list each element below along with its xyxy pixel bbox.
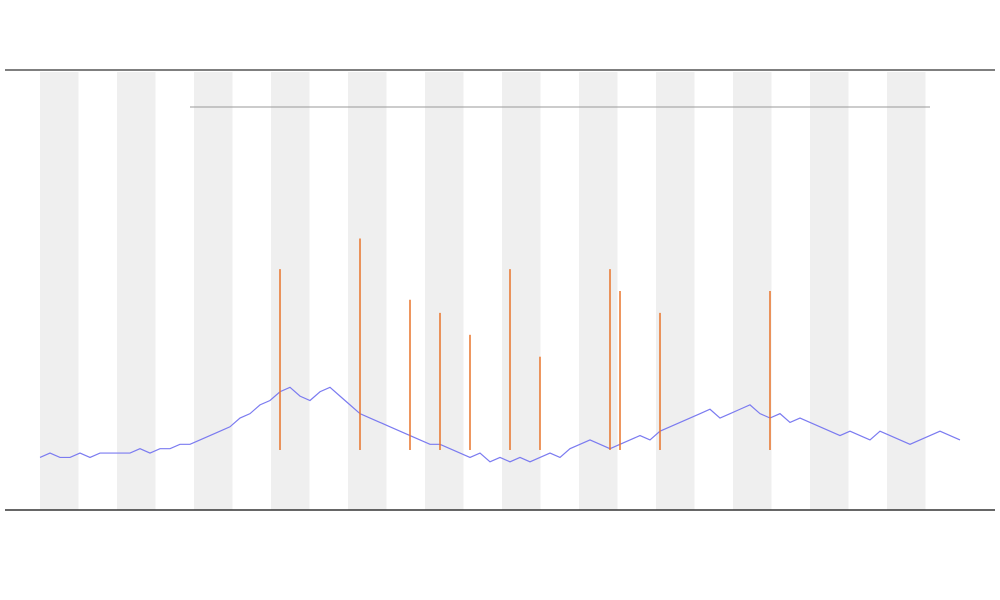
band <box>810 72 849 510</box>
band <box>40 72 79 510</box>
band <box>579 72 618 510</box>
data-line <box>39 386 961 463</box>
band <box>887 72 926 510</box>
band <box>117 72 156 510</box>
band <box>656 72 695 510</box>
band <box>348 72 387 510</box>
band <box>425 72 464 510</box>
band <box>271 72 310 510</box>
band <box>194 72 233 510</box>
band <box>733 72 772 510</box>
band <box>502 72 541 510</box>
